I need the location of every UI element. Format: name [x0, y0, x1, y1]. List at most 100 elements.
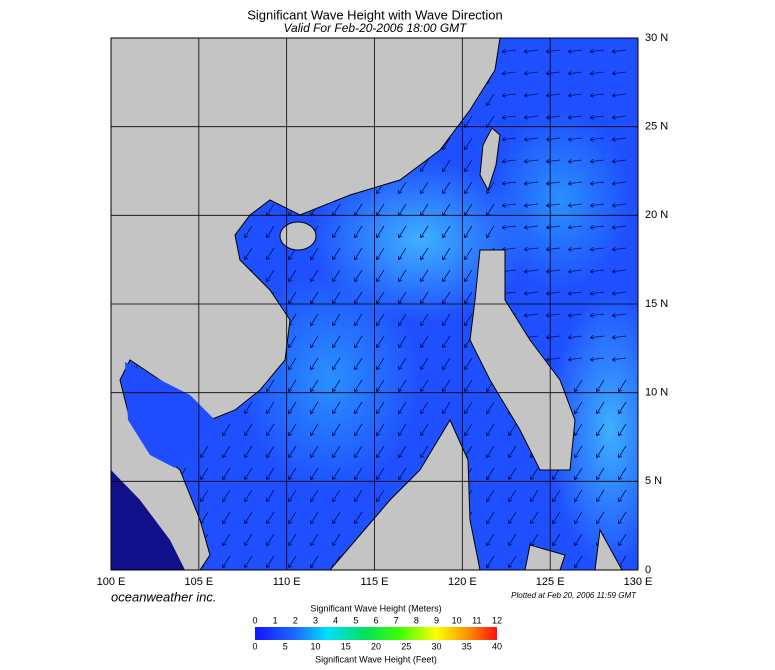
title: Significant Wave Height with Wave Direct…: [247, 7, 503, 22]
wave-arrow: [589, 224, 605, 230]
wave-arrow: [354, 335, 363, 349]
wave-arrow: [545, 356, 561, 362]
wave-arrow: [310, 357, 319, 371]
meters-tick-label: 2: [293, 615, 298, 625]
map-area: [111, 38, 638, 570]
wave-arrow: [310, 291, 319, 305]
wave-arrow: [420, 357, 429, 371]
wave-arrow: [310, 555, 319, 569]
wave-arrow: [567, 180, 583, 186]
color-bar: [255, 627, 497, 640]
wave-arrow: [420, 379, 429, 393]
wave-arrow: [596, 511, 605, 525]
wave-arrow: [589, 334, 605, 340]
wave-arrow: [574, 533, 583, 547]
wave-arrow: [376, 313, 385, 327]
wave-arrow: [545, 312, 561, 318]
wave-arrow: [545, 136, 561, 142]
lat-label: 25 N: [645, 121, 668, 133]
wave-arrow: [501, 48, 517, 54]
wave-arrow: [596, 423, 605, 437]
lat-label: 15 N: [645, 298, 668, 310]
wave-arrow: [589, 356, 605, 362]
wave-arrow: [574, 379, 583, 393]
wave-arrow: [376, 423, 385, 437]
wave-arrow: [288, 379, 297, 393]
wave-arrow: [244, 467, 253, 481]
wave-arrow: [523, 246, 539, 252]
feet-tick-label: 20: [371, 641, 381, 651]
wave-arrow: [332, 313, 341, 327]
wave-arrow: [523, 312, 539, 318]
wave-arrow: [486, 445, 495, 459]
wave-arrow: [611, 180, 627, 186]
wave-arrow: [354, 489, 363, 503]
wave-arrow: [567, 48, 583, 54]
taiwan: [479, 127, 501, 192]
mainland: [111, 38, 501, 570]
subtitle: Valid For Feb-20-2006 18:00 GMT: [284, 21, 469, 35]
wave-arrow: [376, 467, 385, 481]
wave-arrow: [442, 291, 451, 305]
wave-arrow: [523, 48, 539, 54]
land: [111, 38, 623, 570]
wave-arrow: [589, 180, 605, 186]
wave-arrow: [574, 555, 583, 569]
wave-arrow: [420, 401, 429, 415]
wave-arrow: [310, 379, 319, 393]
wave-arrow: [398, 181, 407, 195]
wave-arrow: [523, 70, 539, 76]
lon-label: 120 E: [448, 576, 477, 588]
wave-arrow: [442, 181, 451, 195]
wave-arrow: [589, 312, 605, 318]
wave-arrow: [266, 423, 275, 437]
wave-arrow: [376, 225, 385, 239]
wave-arrow: [288, 401, 297, 415]
wave-arrow: [611, 290, 627, 296]
wave-arrow: [288, 533, 297, 547]
wave-arrow: [332, 357, 341, 371]
wave-arrow: [486, 225, 495, 239]
wave-arrow: [508, 511, 517, 525]
wave-arrow: [501, 224, 517, 230]
meters-tick-label: 0: [252, 615, 257, 625]
wave-arrow: [508, 489, 517, 503]
wave-arrow: [288, 269, 297, 283]
wave-arrow: [618, 401, 627, 415]
wave-arrow: [464, 423, 473, 437]
wave-arrow: [288, 335, 297, 349]
wave-arrow: [376, 445, 385, 459]
wave-arrow: [266, 511, 275, 525]
wave-arrow: [354, 401, 363, 415]
wave-arrow: [288, 489, 297, 503]
wave-arrow: [486, 181, 495, 195]
wave-arrow: [376, 269, 385, 283]
wave-arrow: [589, 290, 605, 296]
wave-arrow: [244, 225, 253, 239]
plotted: Plotted at Feb 20, 2006 11:59 GMT: [511, 591, 637, 600]
wave-arrow: [618, 445, 627, 459]
wave-arrow: [354, 269, 363, 283]
wave-arrow: [545, 334, 561, 340]
wave-arrow: [398, 423, 407, 437]
wave-arrow: [574, 423, 583, 437]
wave-arrow: [398, 247, 407, 261]
wave-arrow: [618, 533, 627, 547]
wave-arrow: [310, 335, 319, 349]
feet-tick-label: 25: [401, 641, 411, 651]
meters-title: Significant Wave Height (Meters): [310, 603, 441, 613]
lat-label: 20 N: [645, 209, 668, 221]
wave-arrow: [442, 379, 451, 393]
wave-arrow: [244, 511, 253, 525]
wave-arrow: [523, 92, 539, 98]
wave-arrow: [420, 335, 429, 349]
philippines: [469, 249, 576, 471]
wave-arrow: [442, 313, 451, 327]
wave-arrow: [222, 555, 231, 569]
wave-arrow: [442, 225, 451, 239]
wave-arrow: [420, 247, 429, 261]
wave-arrow: [222, 467, 231, 481]
wave-arrow: [354, 511, 363, 525]
wave-arrow: [244, 489, 253, 503]
wave-arrow: [332, 225, 341, 239]
